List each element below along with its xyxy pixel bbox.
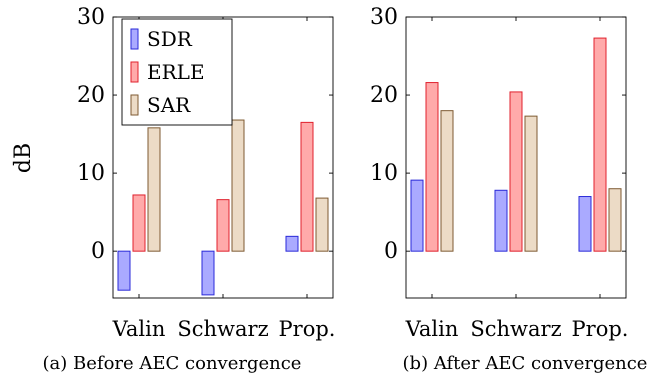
y-tick-label: 10 <box>370 161 398 186</box>
panel-caption: (b) After AEC convergence <box>403 353 648 374</box>
bar-sar-prop <box>315 197 329 252</box>
panel-caption: (a) Before AEC convergence <box>43 353 302 374</box>
bar-sdr-schwarz <box>201 250 215 296</box>
y-tick-label: 20 <box>77 83 105 108</box>
bar-sdr-valin <box>117 250 131 291</box>
y-tick-label: 20 <box>370 83 398 108</box>
bar-sdr-schwarz <box>494 189 508 252</box>
panel-before-aec: 0 10 20 30 Valin Schwarz Prop. (a) Before AEC c… <box>43 5 336 374</box>
bar-erle-valin <box>132 194 146 252</box>
bar-sdr-valin <box>410 179 424 252</box>
bar-sar-valin <box>147 127 161 252</box>
bar-sar-valin <box>440 110 454 252</box>
y-tick-label: 10 <box>77 161 105 186</box>
legend-label-sdr: SDR <box>147 27 193 51</box>
bar-erle-schwarz <box>216 199 230 252</box>
legend-swatch-erle <box>130 61 139 83</box>
legend: SDR ERLE SAR <box>121 18 233 126</box>
legend-label-erle: ERLE <box>147 60 205 84</box>
bar-sdr-prop <box>285 235 299 252</box>
y-tick-label: 30 <box>370 5 398 30</box>
legend-swatch-sdr <box>130 28 139 50</box>
y-tick-label: 0 <box>384 239 398 264</box>
legend-label-sar: SAR <box>147 93 191 117</box>
bar-erle-schwarz <box>509 91 523 252</box>
legend-box <box>121 18 233 126</box>
bar-erle-valin <box>425 82 439 252</box>
x-tick-label: Schwarz <box>470 317 561 341</box>
panel-after-aec: 0 10 20 30 Valin Schwarz Prop. (b) After AEC co… <box>370 5 647 374</box>
bar-erle-prop <box>593 37 607 252</box>
y-tick-label: 30 <box>77 5 105 30</box>
bar-sar-schwarz <box>231 119 245 252</box>
bar-sdr-prop <box>578 196 592 252</box>
x-tick-label: Prop. <box>572 317 629 341</box>
bar-sar-prop <box>608 188 622 252</box>
x-tick-label: Valin <box>405 317 459 341</box>
y-axis-label: dB <box>11 143 36 173</box>
y-tick-label: 0 <box>91 239 105 264</box>
x-tick-label: Prop. <box>279 317 336 341</box>
legend-swatch-sar <box>130 94 139 116</box>
x-tick-label: Valin <box>112 317 166 341</box>
x-tick-label: Schwarz <box>177 317 268 341</box>
bar-erle-prop <box>300 121 314 252</box>
bar-sar-schwarz <box>524 115 538 252</box>
